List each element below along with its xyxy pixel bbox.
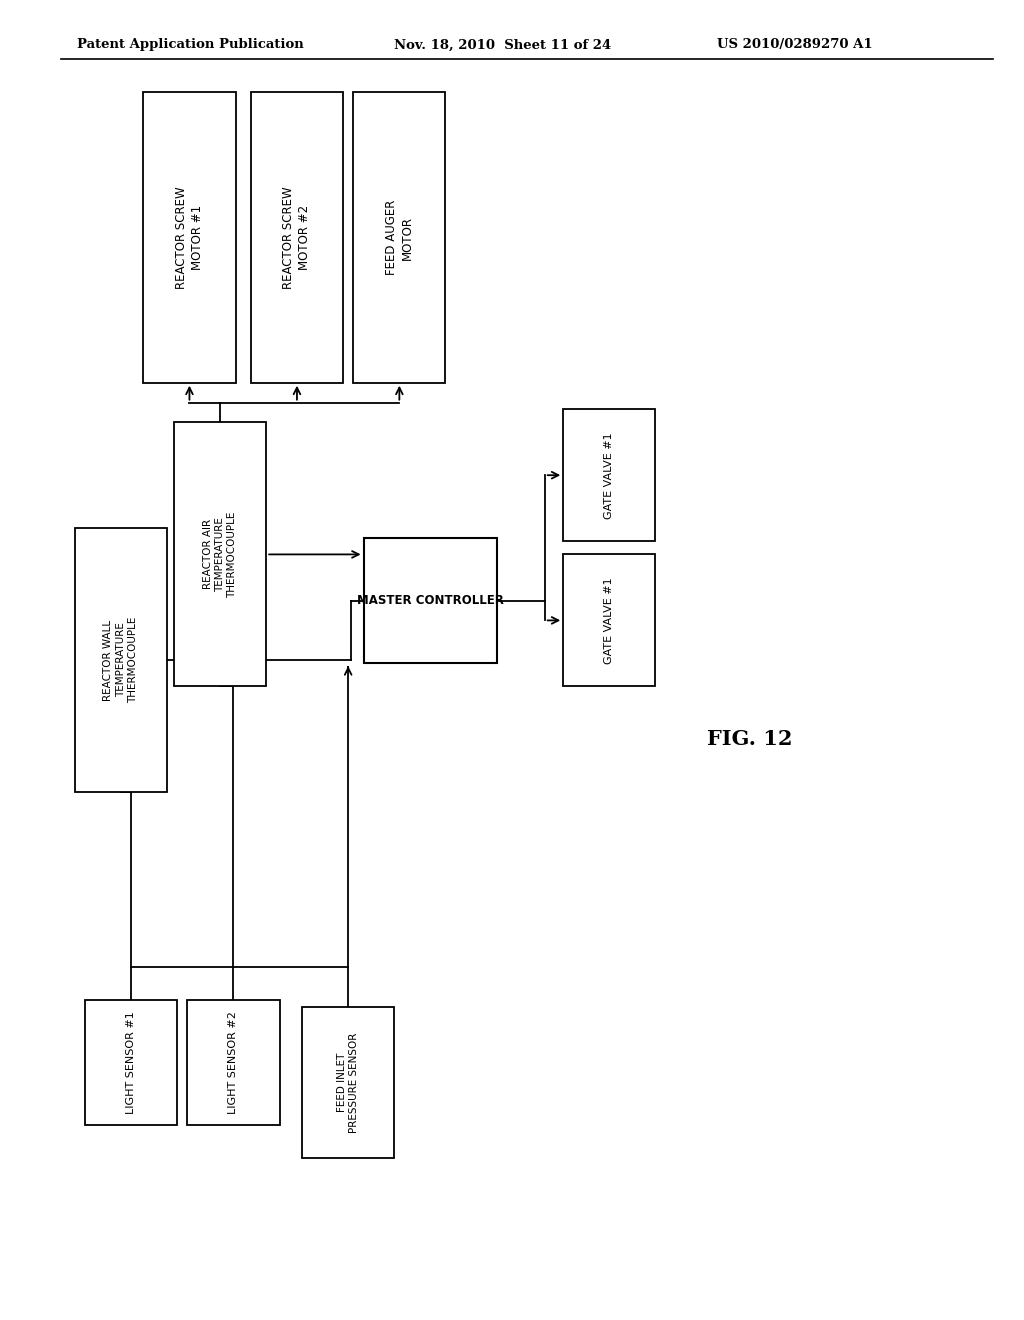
Text: LIGHT SENSOR #2: LIGHT SENSOR #2: [228, 1011, 239, 1114]
Text: GATE VALVE #1: GATE VALVE #1: [604, 432, 614, 519]
Bar: [251, 92, 343, 383]
Text: REACTOR AIR
TEMPERATURE
THERMOCOUPLE: REACTOR AIR TEMPERATURE THERMOCOUPLE: [203, 511, 238, 598]
Bar: [187, 1001, 280, 1125]
Text: Patent Application Publication: Patent Application Publication: [77, 38, 303, 51]
Text: Nov. 18, 2010  Sheet 11 of 24: Nov. 18, 2010 Sheet 11 of 24: [394, 38, 611, 51]
Text: LIGHT SENSOR #1: LIGHT SENSOR #1: [126, 1011, 136, 1114]
Bar: [563, 554, 655, 686]
Text: FEED INLET
PRESSURE SENSOR: FEED INLET PRESSURE SENSOR: [337, 1032, 359, 1133]
Text: FEED AUGER
MOTOR: FEED AUGER MOTOR: [385, 199, 414, 276]
Bar: [174, 422, 266, 686]
Text: GATE VALVE #1: GATE VALVE #1: [604, 577, 614, 664]
Text: US 2010/0289270 A1: US 2010/0289270 A1: [717, 38, 872, 51]
Bar: [143, 92, 236, 383]
Text: REACTOR SCREW
MOTOR #1: REACTOR SCREW MOTOR #1: [175, 186, 204, 289]
Text: REACTOR WALL
TEMPERATURE
THERMOCOUPLE: REACTOR WALL TEMPERATURE THERMOCOUPLE: [103, 616, 138, 704]
Bar: [364, 539, 497, 663]
Text: REACTOR SCREW
MOTOR #2: REACTOR SCREW MOTOR #2: [283, 186, 311, 289]
Bar: [85, 1001, 177, 1125]
Bar: [302, 1006, 394, 1159]
Bar: [75, 528, 167, 792]
Bar: [563, 409, 655, 541]
Text: FIG. 12: FIG. 12: [707, 729, 792, 750]
Text: MASTER CONTROLLER: MASTER CONTROLLER: [356, 594, 504, 607]
Bar: [353, 92, 445, 383]
